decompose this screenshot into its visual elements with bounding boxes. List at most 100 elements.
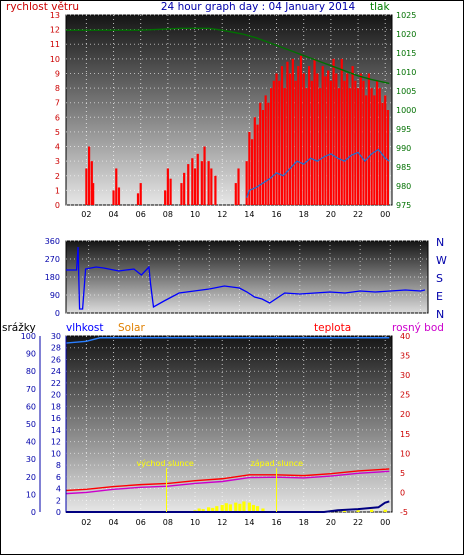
y-left-tick-label: 90 <box>26 350 36 359</box>
y-right-tick-label: 40 <box>400 332 410 341</box>
temperature-line <box>65 468 390 492</box>
y-left-tick-label: 4 <box>55 143 60 152</box>
y-left-tick-label: 12 <box>50 26 60 35</box>
y-left-tick-label: 100 <box>21 332 36 341</box>
x-tick-label: 06 <box>136 210 146 219</box>
y-mid-tick-label: 14 <box>51 426 61 435</box>
y-right-tick-label: 15 <box>400 430 410 439</box>
temp-humidity-plot-area <box>65 335 393 513</box>
x-tick-label: 00 <box>380 210 390 219</box>
y-right-tick-label: 1025 <box>396 11 416 20</box>
x-tick-label: 14 <box>244 518 254 527</box>
x-tick-label: 18 <box>299 210 309 219</box>
pressure-label: tlak <box>370 1 390 13</box>
y-left-tick-label: 40 <box>26 438 36 447</box>
y-left-tick-label: 13 <box>50 11 60 20</box>
dew-point-label: rosný bod <box>392 322 444 334</box>
y-right-tick-label: 25 <box>400 391 410 400</box>
y-left-tick-label: 0 <box>55 201 60 210</box>
y-mid-tick-label: 26 <box>51 355 61 364</box>
x-tick-label: 00 <box>380 518 390 527</box>
wind-speed-label: rychlost větru <box>6 1 79 13</box>
y-mid-tick-label: 30 <box>51 332 61 341</box>
y-left-tick-label: 0 <box>55 309 60 318</box>
y-right-tick-label: 1005 <box>396 87 416 96</box>
temperature-label: teplota <box>314 322 351 334</box>
y-right-tick-label: 995 <box>396 125 411 134</box>
direction-label: S <box>436 272 443 285</box>
direction-label: N <box>436 308 444 321</box>
y-right-tick-label: 985 <box>396 163 411 172</box>
y-right-tick-label: 975 <box>396 201 411 210</box>
humidity-line <box>65 337 390 344</box>
x-tick-label: 06 <box>136 518 146 527</box>
direction-label: E <box>436 290 443 303</box>
gust-line <box>246 148 390 198</box>
pressure-line <box>66 27 390 85</box>
x-tick-label: 02 <box>81 518 91 527</box>
sunset-label: západ slunce <box>251 459 304 468</box>
y-right-tick-label: 5 <box>400 469 405 478</box>
y-left-tick-label: 9 <box>55 69 60 78</box>
y-mid-tick-label: 12 <box>51 438 61 447</box>
y-left-tick-label: 20 <box>26 473 36 482</box>
y-right-tick-label: 0 <box>400 488 405 497</box>
x-tick-label: 12 <box>217 210 227 219</box>
y-mid-tick-label: 20 <box>51 391 61 400</box>
x-tick-label: 10 <box>190 518 200 527</box>
y-mid-tick-label: 28 <box>51 344 61 353</box>
page-title: 24 hour graph day : 04 January 2014 <box>161 1 356 13</box>
y-mid-tick-label: 18 <box>51 402 61 411</box>
x-tick-label: 04 <box>108 210 118 219</box>
y-left-tick-label: 360 <box>45 237 60 246</box>
y-right-tick-label: 1010 <box>396 68 416 77</box>
y-right-tick-label: 1020 <box>396 30 416 39</box>
y-mid-tick-label: 16 <box>51 414 61 423</box>
y-mid-tick-label: 0 <box>56 508 61 517</box>
x-tick-label: 16 <box>271 210 281 219</box>
y-left-tick-label: 270 <box>45 255 60 264</box>
y-right-tick-label: 990 <box>396 144 411 153</box>
direction-label: N <box>436 236 444 249</box>
y-left-tick-label: 11 <box>50 40 60 49</box>
y-left-tick-label: 70 <box>26 385 36 394</box>
y-left-tick-label: 90 <box>50 291 60 300</box>
y-right-tick-label: 10 <box>400 449 410 458</box>
y-mid-tick-label: 4 <box>56 485 61 494</box>
y-right-tick-label: 980 <box>396 182 411 191</box>
x-tick-label: 18 <box>299 518 309 527</box>
y-mid-tick-label: 8 <box>56 461 61 470</box>
y-mid-tick-label: 10 <box>51 449 61 458</box>
y-right-tick-label: 1015 <box>396 49 416 58</box>
x-tick-label: 12 <box>217 518 227 527</box>
y-left-tick-label: 50 <box>26 420 36 429</box>
y-left-tick-label: 10 <box>26 490 36 499</box>
sunrise-label: východ slunce <box>137 459 194 468</box>
x-tick-label: 14 <box>244 210 254 219</box>
y-left-tick-label: 5 <box>55 128 60 137</box>
wind-pressure-chart: 02 04 06 08 10 12 14 16 18 20 22 000123456789101112… <box>50 11 417 219</box>
y-left-tick-label: 6 <box>55 113 60 122</box>
rain-line <box>66 500 390 513</box>
y-left-tick-label: 3 <box>55 157 60 166</box>
y-right-tick-label: 35 <box>400 352 410 361</box>
y-right-tick-label: 30 <box>400 371 410 380</box>
x-tick-label: 20 <box>326 518 336 527</box>
x-tick-label: 22 <box>353 210 363 219</box>
y-left-tick-label: 0 <box>31 508 36 517</box>
y-left-tick-label: 80 <box>26 367 36 376</box>
dew-point-line <box>65 470 390 495</box>
y-right-tick-label: 20 <box>400 410 410 419</box>
x-tick-label: 16 <box>271 518 281 527</box>
y-left-tick-label: 8 <box>55 84 60 93</box>
x-tick-label: 04 <box>108 518 118 527</box>
y-left-tick-label: 10 <box>50 55 60 64</box>
direction-label: W <box>436 254 447 267</box>
y-mid-tick-label: 24 <box>51 367 61 376</box>
y-mid-tick-label: 6 <box>56 473 61 482</box>
direction-line <box>66 246 426 310</box>
humidity-label: vlhkost <box>66 322 104 334</box>
y-left-tick-label: 7 <box>55 99 60 108</box>
